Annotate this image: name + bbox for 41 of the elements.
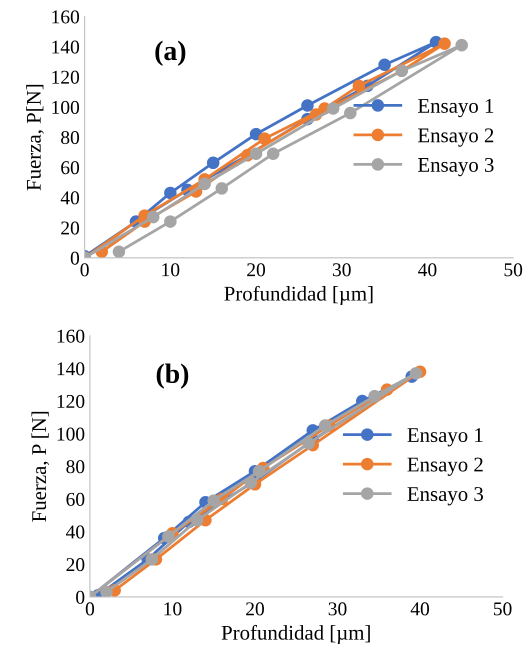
x-axis-title: Profundidad [µm] bbox=[222, 624, 370, 644]
y-tick-label: 100 bbox=[58, 428, 84, 441]
annotation: (b) bbox=[156, 364, 188, 389]
y-tick-label: 120 bbox=[52, 70, 80, 84]
y-tick-label: 160 bbox=[52, 10, 80, 24]
x-tick-label: 10 bbox=[164, 602, 182, 616]
y-axis-title: Fuerza, P[N] bbox=[26, 84, 44, 190]
y-tick-label: 140 bbox=[52, 40, 80, 54]
x-tick-label: 10 bbox=[162, 263, 180, 276]
y-axis-title: Fuerza, P [N] bbox=[31, 412, 50, 522]
legend-label: Ensayo 1 bbox=[407, 428, 483, 446]
x-tick-label: 0 bbox=[86, 602, 94, 616]
y-tick-label: 0 bbox=[76, 590, 84, 604]
y-tick-label: 0 bbox=[70, 252, 80, 265]
x-tick-label: 30 bbox=[328, 602, 346, 616]
x-tick-label: 20 bbox=[246, 602, 264, 616]
legend-label: Ensayo 2 bbox=[418, 128, 494, 147]
y-tick-label: 100 bbox=[52, 100, 80, 114]
y-tick-label: 80 bbox=[66, 460, 84, 474]
y-tick-label: 120 bbox=[58, 394, 84, 408]
annotation: (a) bbox=[155, 40, 186, 66]
y-tick-label: 60 bbox=[61, 161, 80, 174]
x-tick-label: 50 bbox=[494, 602, 512, 616]
legend-label: Ensayo 2 bbox=[407, 458, 483, 476]
y-tick-label: 60 bbox=[66, 492, 84, 506]
y-tick-label: 140 bbox=[58, 362, 84, 376]
x-tick-label: 40 bbox=[410, 602, 430, 616]
x-tick-label: 40 bbox=[418, 263, 436, 276]
y-tick-label: 80 bbox=[61, 130, 80, 144]
y-tick-label: 20 bbox=[66, 558, 84, 572]
y-tick-label: 40 bbox=[60, 191, 80, 204]
y-tick-label: 40 bbox=[66, 525, 84, 539]
legend-label: Ensayo 1 bbox=[418, 98, 494, 118]
x-tick-label: 30 bbox=[332, 263, 351, 276]
x-tick-label: 20 bbox=[247, 263, 266, 276]
y-tick-label: 160 bbox=[58, 330, 84, 343]
legend-label: Ensayo 3 bbox=[418, 158, 494, 176]
x-tick-label: 50 bbox=[504, 263, 522, 276]
y-tick-label: 20 bbox=[61, 221, 80, 235]
x-axis-title: Profundidad [µm] bbox=[224, 286, 372, 305]
legend-label: Ensayo 3 bbox=[407, 487, 483, 506]
